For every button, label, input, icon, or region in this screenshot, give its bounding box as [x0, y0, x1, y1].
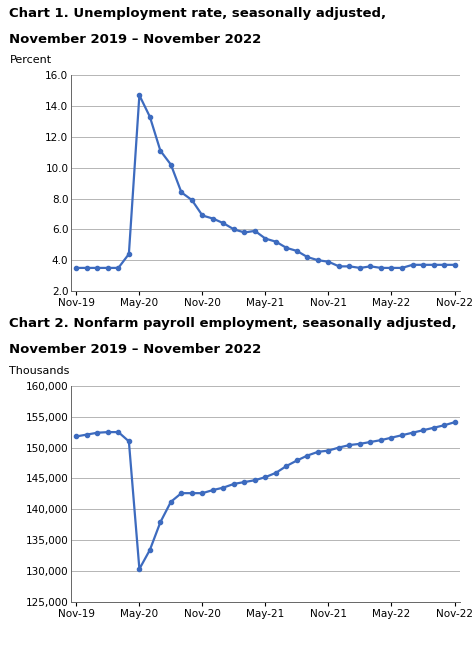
Text: Thousands: Thousands: [9, 366, 70, 376]
Text: Chart 2. Nonfarm payroll employment, seasonally adjusted,: Chart 2. Nonfarm payroll employment, sea…: [9, 317, 457, 330]
Text: Chart 1. Unemployment rate, seasonally adjusted,: Chart 1. Unemployment rate, seasonally a…: [9, 7, 387, 20]
Text: November 2019 – November 2022: November 2019 – November 2022: [9, 343, 262, 356]
Text: November 2019 – November 2022: November 2019 – November 2022: [9, 33, 262, 46]
Text: Percent: Percent: [9, 56, 52, 65]
